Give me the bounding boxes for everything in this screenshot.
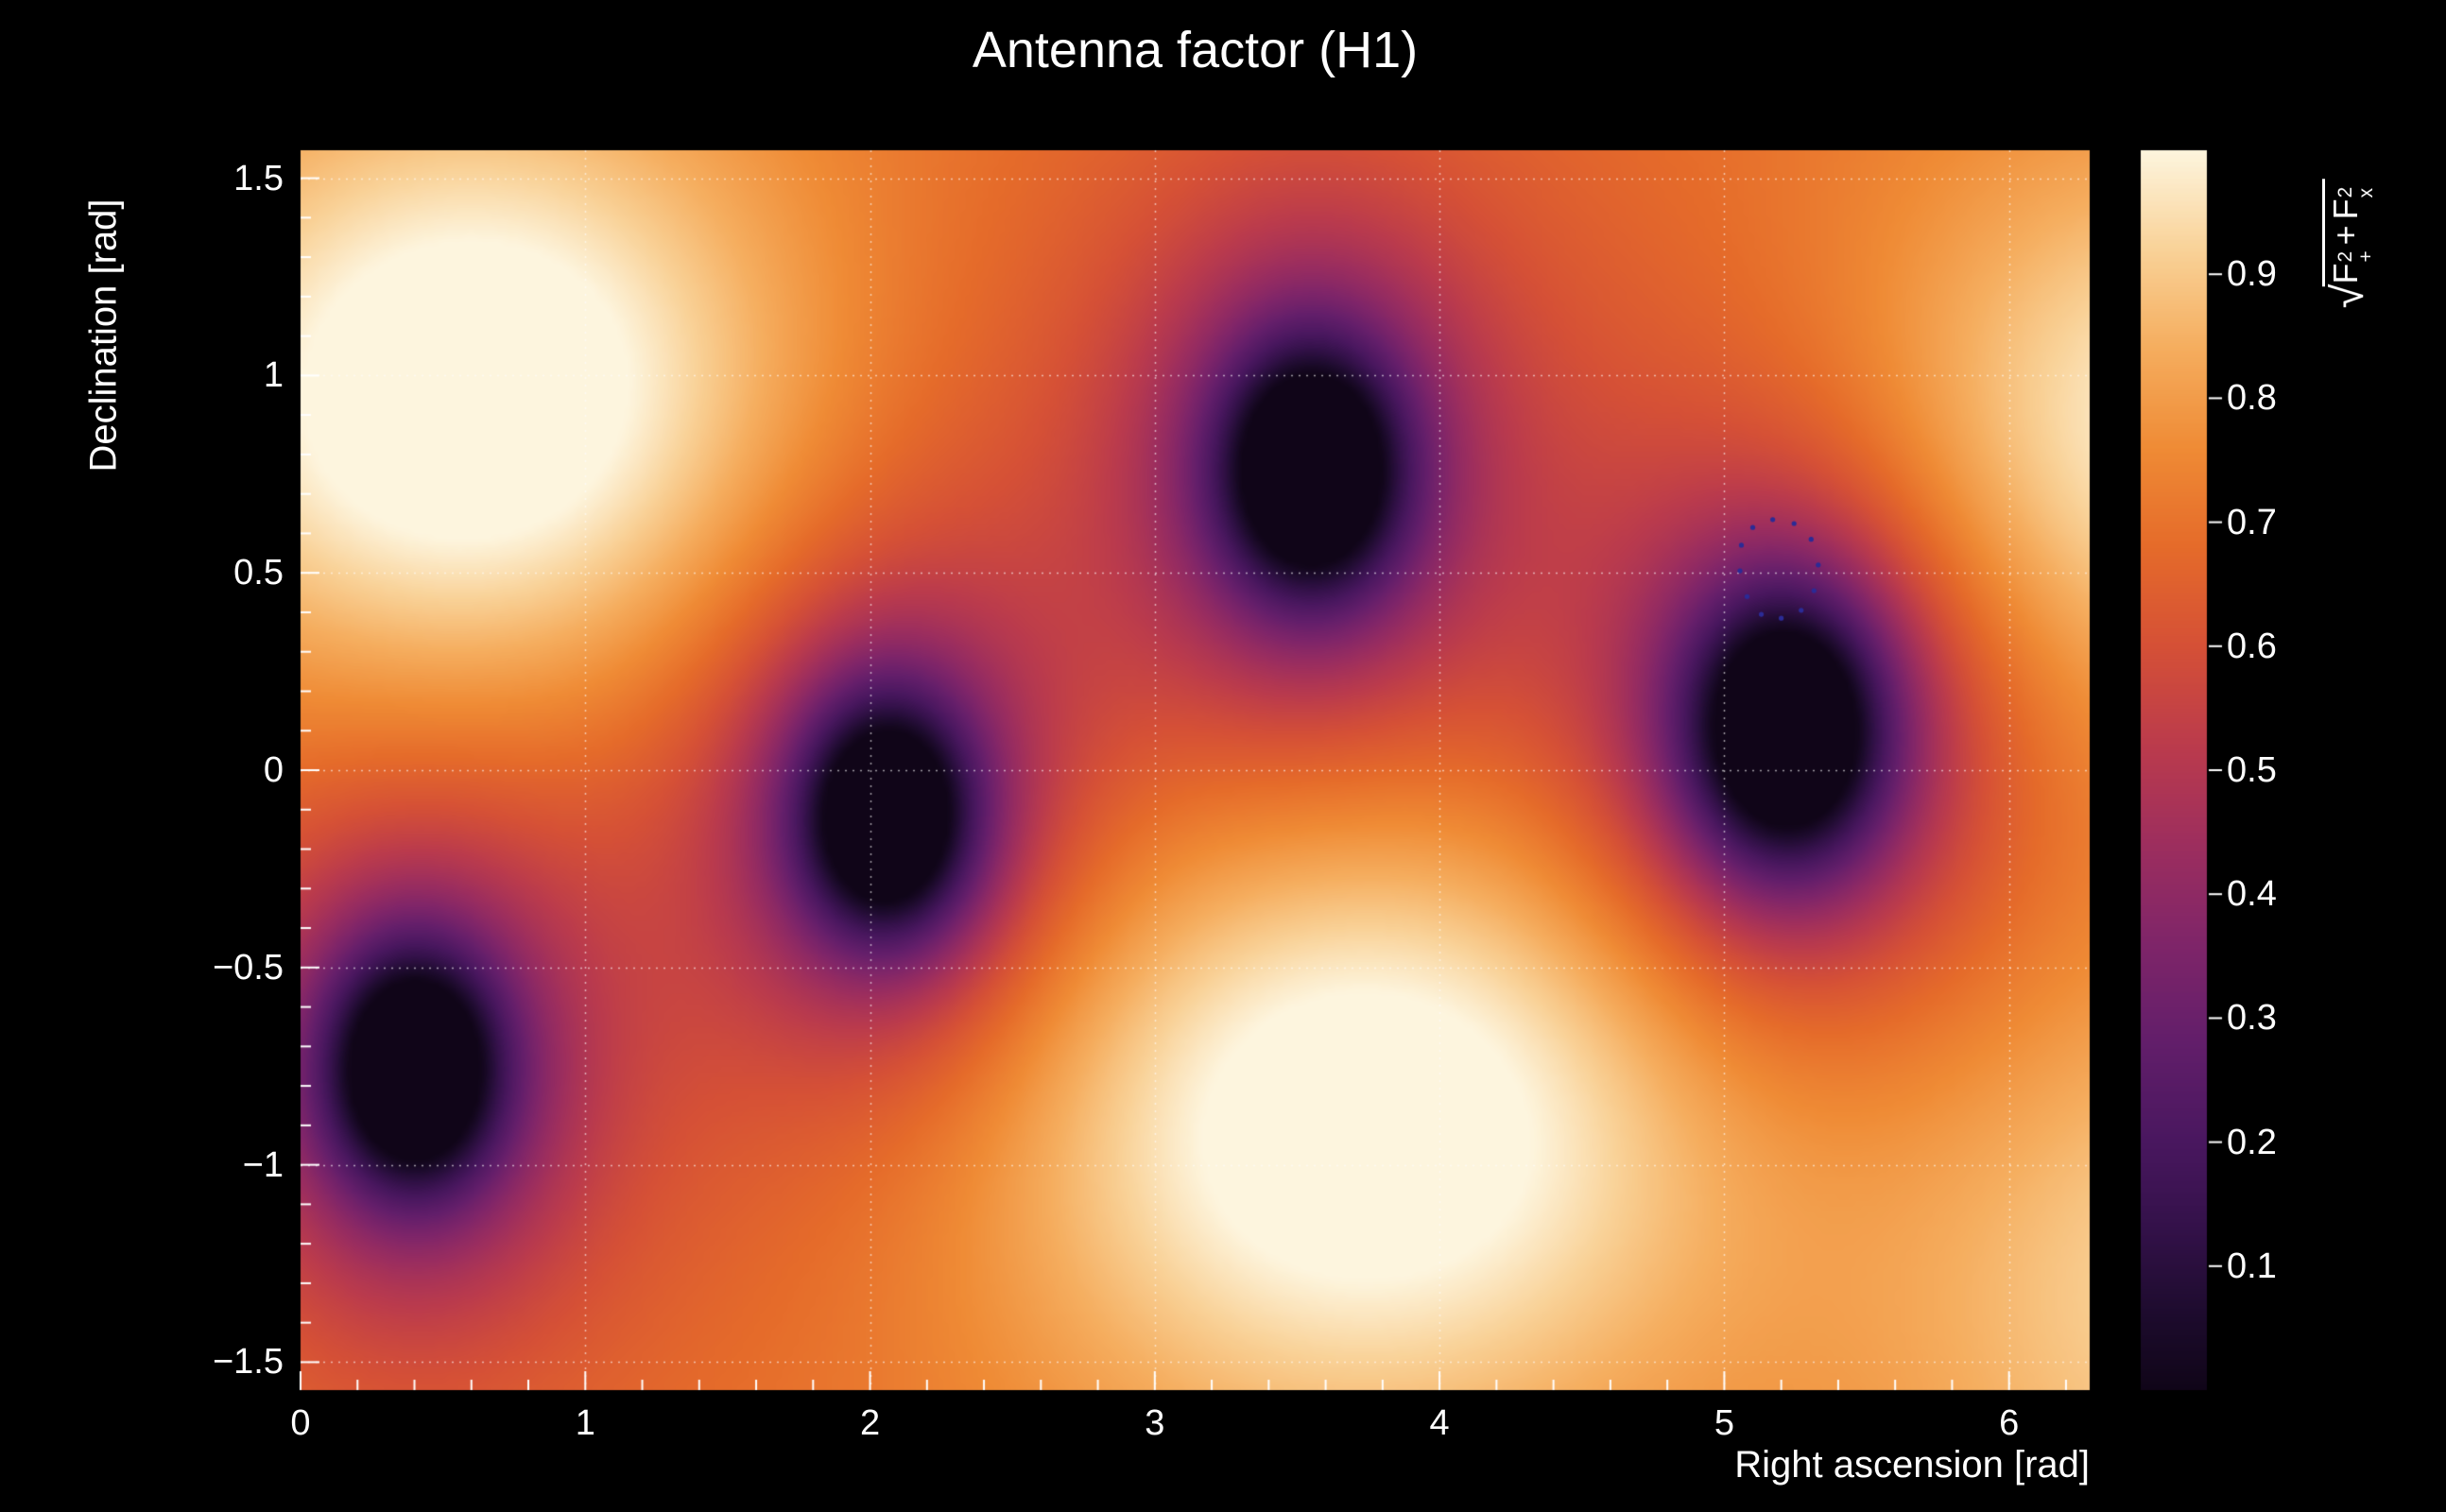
x-tick-label: 6 bbox=[1999, 1403, 2020, 1443]
x-tick-label: 2 bbox=[859, 1403, 881, 1443]
f-cross-subscript: x bbox=[2355, 187, 2378, 198]
colorbar-tick-label: 0.7 bbox=[2227, 502, 2277, 542]
x-tick-label: 3 bbox=[1145, 1403, 1165, 1443]
y-tick-label: 0 bbox=[263, 750, 284, 790]
colorbar-tick-label: 0.4 bbox=[2227, 874, 2277, 915]
colorbar-tick-label: 0.3 bbox=[2227, 998, 2277, 1039]
colorbar-tick-label: 0.8 bbox=[2227, 378, 2277, 419]
f-cross-symbol: F bbox=[2326, 198, 2366, 220]
x-tick-label: 0 bbox=[290, 1403, 311, 1443]
plus-operator: + bbox=[2326, 225, 2366, 246]
y-axis-title: Declination [rad] bbox=[82, 198, 125, 472]
sqrt-sign: √ bbox=[2323, 284, 2373, 309]
colorbar-tick-label: 0.6 bbox=[2227, 626, 2277, 666]
x-axis-title: Right ascension [rad] bbox=[1734, 1444, 2090, 1486]
f-plus-superscript: 2 bbox=[2334, 250, 2357, 263]
chart-title: Antenna factor (H1) bbox=[972, 22, 1419, 78]
y-tick-label: −1.5 bbox=[212, 1342, 284, 1383]
x-tick-label: 4 bbox=[1429, 1403, 1450, 1443]
y-tick-label: 1 bbox=[263, 355, 284, 396]
colorbar-tick-label: 0.5 bbox=[2227, 750, 2277, 790]
x-tick-label: 1 bbox=[575, 1403, 595, 1443]
f-cross-superscript: 2 bbox=[2334, 186, 2357, 198]
y-tick-label: −1 bbox=[242, 1144, 284, 1185]
y-tick-label: −0.5 bbox=[212, 947, 284, 988]
y-tick-label: 1.5 bbox=[233, 158, 284, 198]
radicand: F 2 + +F 2 x bbox=[2322, 179, 2378, 287]
colorbar-tick-label: 0.1 bbox=[2227, 1246, 2277, 1286]
colorbar-tick-label: 0.2 bbox=[2227, 1122, 2277, 1162]
f-plus-symbol: F bbox=[2326, 263, 2366, 284]
f-plus-scripts: 2 + bbox=[2334, 250, 2378, 263]
colorbar-title: √F 2 + +F 2 x bbox=[2322, 179, 2378, 309]
y-tick-label: 0.5 bbox=[233, 553, 284, 593]
colorbar-tick-label: 0.9 bbox=[2227, 254, 2277, 295]
f-plus-subscript: + bbox=[2355, 250, 2378, 263]
x-tick-label: 5 bbox=[1714, 1403, 1734, 1443]
